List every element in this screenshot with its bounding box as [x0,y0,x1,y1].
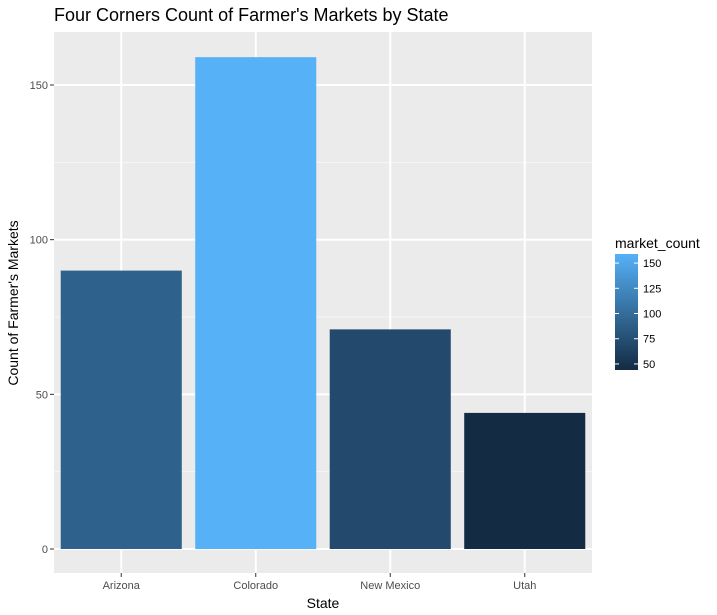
legend: market_count 50 75 100 125 150 [615,235,700,371]
x-axis: Arizona Colorado New Mexico Utah [103,573,536,592]
legend-tick-label: 75 [643,334,655,346]
legend-colorbar [615,254,638,370]
x-tick-label: New Mexico [360,580,420,592]
y-tick-label: 0 [42,544,48,556]
y-tick-label: 100 [30,235,48,247]
x-tick-label: Utah [513,580,536,592]
bar-colorado [195,57,317,549]
legend-tick-label: 50 [643,359,655,371]
bar-new-mexico [329,329,451,549]
y-axis-title: Count of Farmer's Markets [5,220,21,385]
bar-arizona [60,270,182,549]
legend-tick-label: 150 [643,258,661,270]
x-tick-label: Arizona [103,580,141,592]
x-axis-title: State [307,595,340,611]
legend-tick-label: 125 [643,283,661,295]
x-tick-label: Colorado [233,580,278,592]
bars [60,57,586,549]
legend-title: market_count [615,235,700,251]
bar-utah [464,412,586,549]
y-tick-label: 50 [36,389,48,401]
chart-title: Four Corners Count of Farmer's Markets b… [54,5,449,25]
y-tick-label: 150 [30,80,48,92]
legend-ticks: 50 75 100 125 150 [615,258,661,371]
legend-tick-label: 100 [643,309,661,321]
y-axis: 0 50 100 150 [30,80,54,556]
